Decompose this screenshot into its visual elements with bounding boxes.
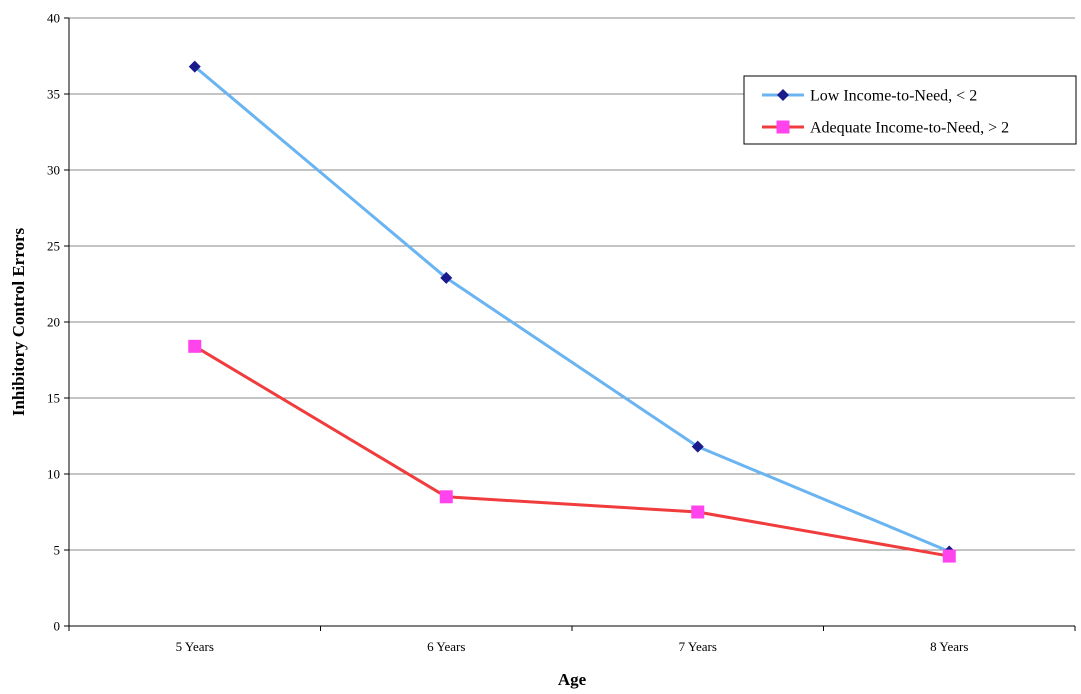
x-tick-label: 6 Years bbox=[427, 639, 465, 654]
series-2-line bbox=[193, 345, 950, 558]
x-axis-title: Age bbox=[558, 670, 587, 689]
y-tick-label: 15 bbox=[47, 391, 60, 406]
series-markers bbox=[188, 60, 956, 563]
y-tick-label: 20 bbox=[47, 315, 60, 330]
x-tick-label: 7 Years bbox=[679, 639, 717, 654]
series-1-marker bbox=[691, 440, 704, 453]
y-tick-label: 5 bbox=[54, 543, 61, 558]
legend-swatch-marker bbox=[777, 89, 789, 101]
series-2-marker bbox=[439, 490, 453, 504]
legend-swatch-marker bbox=[776, 120, 790, 134]
legend-item-1: Low Income-to-Need, < 2 bbox=[762, 88, 977, 105]
y-tick-label: 10 bbox=[47, 467, 60, 482]
y-tick-label: 30 bbox=[47, 163, 60, 178]
x-axis-ticks: 5 Years 6 Years 7 Years 8 Years bbox=[68, 626, 1076, 654]
series-lines bbox=[193, 65, 950, 558]
legend-item-2: Adequate Income-to-Need, > 2 bbox=[762, 120, 1009, 137]
legend-label: Adequate Income-to-Need, > 2 bbox=[810, 120, 1009, 137]
series-2-marker bbox=[691, 505, 705, 519]
series-2-marker bbox=[942, 549, 956, 563]
y-axis-title: Inhibitory Control Errors bbox=[9, 227, 28, 416]
series-1-marker bbox=[188, 60, 201, 73]
y-tick-label: 25 bbox=[47, 239, 60, 254]
legend: Low Income-to-Need, < 2 Adequate Income-t… bbox=[743, 75, 1077, 145]
legend-box bbox=[743, 75, 1077, 145]
series-2-marker bbox=[188, 339, 202, 353]
legend-label: Low Income-to-Need, < 2 bbox=[810, 88, 977, 105]
y-tick-label: 40 bbox=[47, 11, 60, 26]
y-tick-label: 35 bbox=[47, 87, 60, 102]
series-1-line bbox=[193, 65, 950, 553]
gridlines bbox=[69, 17, 1075, 551]
y-tick-label: 0 bbox=[54, 619, 61, 634]
y-axis-ticks: 0 5 10 15 20 25 30 35 40 bbox=[47, 11, 69, 634]
series-1-marker bbox=[440, 271, 453, 284]
x-tick-label: 8 Years bbox=[930, 639, 968, 654]
x-tick-label: 5 Years bbox=[176, 639, 214, 654]
